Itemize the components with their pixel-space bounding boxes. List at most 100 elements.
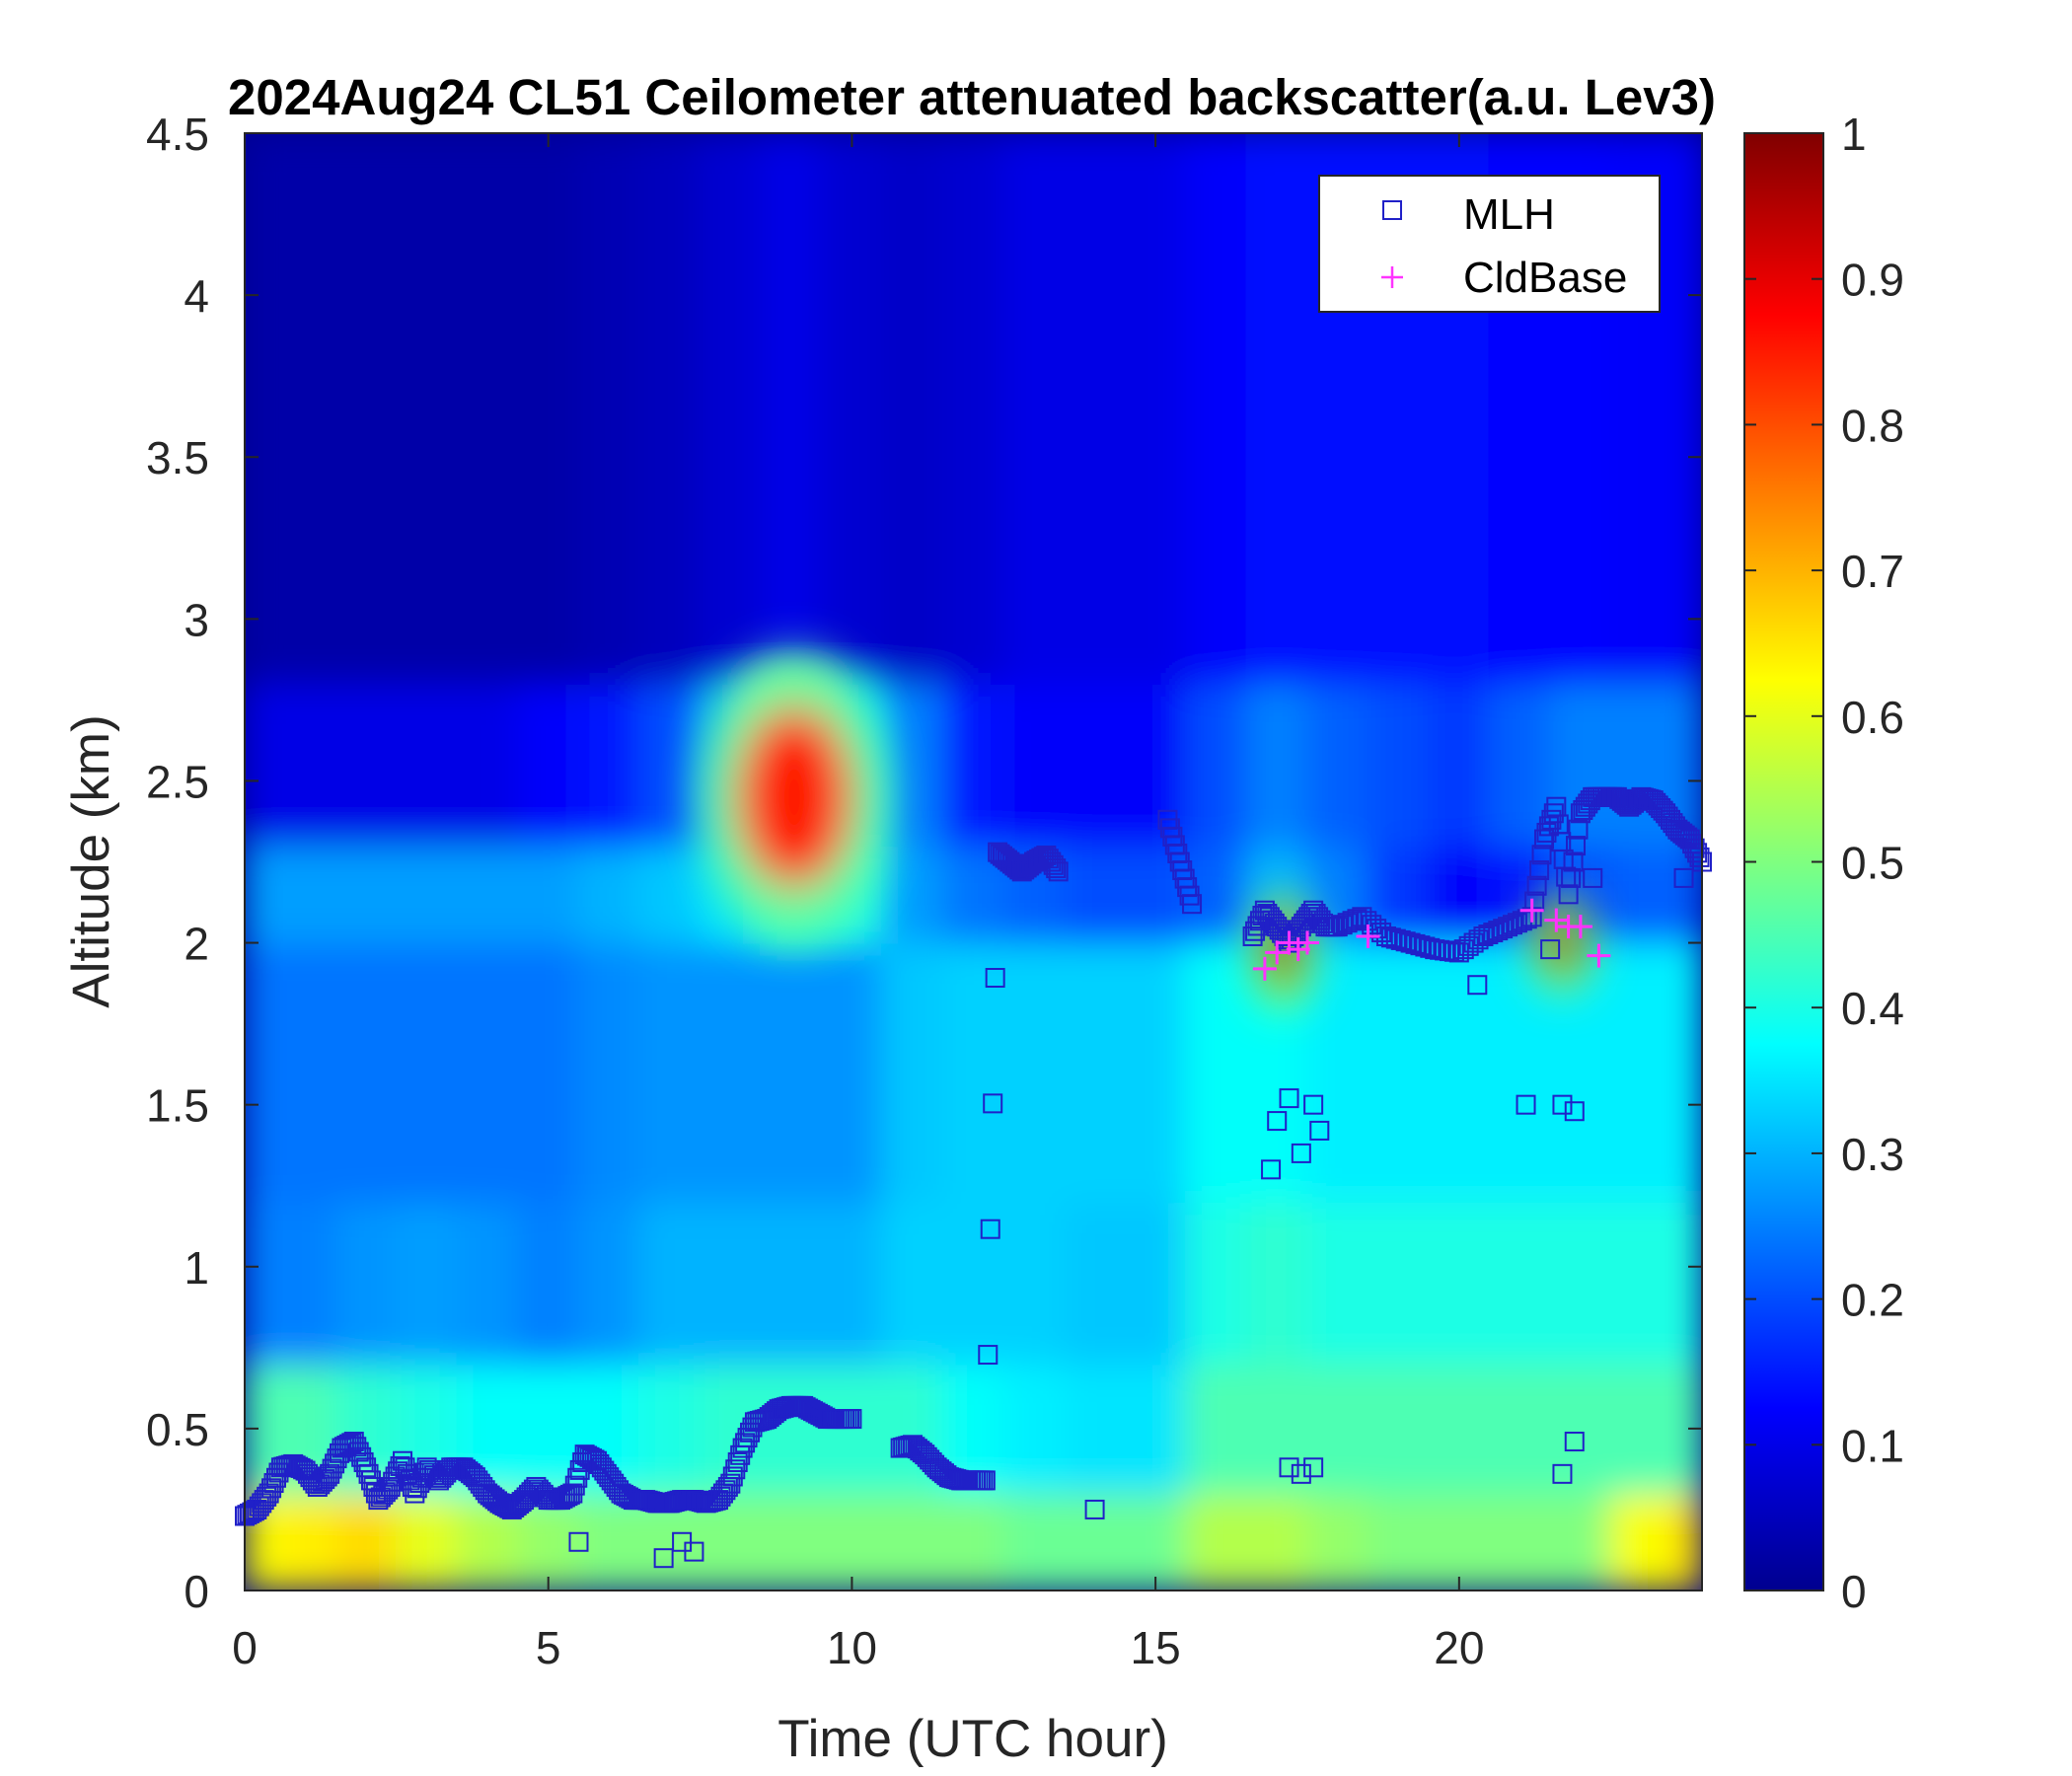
heatmap-cell — [334, 1201, 398, 1366]
mlh-point — [1543, 803, 1564, 824]
x-tick-label: 15 — [1131, 1622, 1181, 1673]
heatmap-cell — [1670, 133, 1702, 685]
heatmap-features — [700, 651, 1593, 1008]
legend-mlh-label: MLH — [1463, 190, 1555, 239]
mlh-point — [1279, 1088, 1299, 1109]
mlh-point — [653, 1548, 674, 1569]
heatmap-cell — [1063, 845, 1127, 944]
heatmap-cell — [1488, 1363, 1552, 1495]
heatmap-cell — [760, 941, 823, 1204]
heatmap-cell — [516, 845, 580, 944]
x-tick-label: 5 — [536, 1622, 561, 1673]
colorbar-tick-label: 1 — [1841, 109, 1867, 160]
heatmap-cell — [1609, 941, 1673, 1204]
cldbase-series — [1252, 898, 1611, 981]
mlh-point — [1552, 1094, 1573, 1115]
heatmap-cell — [273, 941, 337, 1204]
heatmap-cell — [456, 1201, 519, 1366]
mlh-point — [1561, 867, 1582, 888]
heatmap-cell — [245, 133, 276, 685]
heatmap-cell — [577, 682, 641, 848]
mlh-point — [568, 1531, 589, 1552]
heatmap-cell — [1367, 682, 1431, 848]
mlh-point — [1541, 809, 1562, 830]
heatmap-cell — [1184, 682, 1248, 848]
heatmap-cell — [1549, 1492, 1612, 1591]
mlh-point — [722, 1466, 743, 1487]
y-tick-label: 1.5 — [146, 1080, 209, 1132]
heatmap-cell — [577, 845, 641, 944]
mlh-point — [1583, 867, 1603, 888]
plot-frame — [244, 132, 1703, 1591]
heatmap-cell — [245, 845, 276, 944]
heatmap-cell — [273, 1492, 337, 1591]
colorbar-tick-label: 0.2 — [1841, 1275, 1904, 1326]
mlh-point — [720, 1473, 741, 1494]
heatmap-cell — [577, 941, 641, 1204]
heatmap-cell — [820, 1201, 884, 1366]
colorbar-tick-label: 0.6 — [1841, 692, 1904, 743]
heatmap-cell — [1609, 1492, 1673, 1591]
heatmap-cell — [395, 1201, 459, 1366]
mlh-point — [1267, 1111, 1288, 1132]
heatmap-cell — [638, 133, 702, 685]
colorbar: 0 0.1 0.2 0.3 0.4 0.5 0.6 0.7 0.8 0.9 1 — [1743, 109, 1904, 1617]
heatmap-cell — [577, 133, 641, 685]
heatmap-cell — [1002, 682, 1066, 848]
legend-cldbase-label: CldBase — [1463, 254, 1627, 302]
heatmap-cell — [1184, 941, 1248, 1204]
heatmap-cell — [1367, 1363, 1431, 1495]
heatmap-cell — [1184, 1363, 1248, 1495]
heatmap-cell — [1305, 1492, 1369, 1591]
colorbar-ticks: 0 0.1 0.2 0.3 0.4 0.5 0.6 0.7 0.8 0.9 1 — [1744, 109, 1904, 1617]
feature-core — [735, 705, 853, 889]
heatmap-cell — [1063, 133, 1127, 685]
mlh-point — [684, 1541, 704, 1562]
heatmap-cell — [395, 941, 459, 1204]
heatmap-cell — [1063, 1363, 1127, 1495]
y-tick-label: 2 — [184, 919, 209, 970]
mlh-point — [715, 1480, 736, 1501]
heatmap-cell — [638, 1363, 702, 1495]
heatmap-cell — [395, 682, 459, 848]
heatmap-cell — [1488, 941, 1552, 1204]
heatmap-cell — [638, 941, 702, 1204]
mlh-point — [1516, 1094, 1536, 1115]
heatmap-cell — [334, 941, 398, 1204]
mlh-point — [1540, 939, 1561, 960]
mlh-point — [346, 1437, 367, 1457]
heatmap-cell — [1002, 1363, 1066, 1495]
heatmap-cell — [1124, 133, 1187, 685]
mlh-point — [259, 1483, 279, 1504]
heatmap-cell — [1124, 941, 1187, 1204]
heatmap-cell — [699, 133, 763, 685]
heatmap-cell — [1670, 941, 1702, 1204]
heatmap-cell — [1184, 1492, 1248, 1591]
mlh-series — [235, 786, 1712, 1569]
heatmap-cell — [1124, 1492, 1187, 1591]
legend-cldbase-marker — [1381, 266, 1403, 288]
y-tick-label: 3 — [184, 594, 209, 645]
backscatter-heatmap — [245, 133, 1702, 1591]
heatmap-cell — [1063, 941, 1127, 1204]
mlh-point — [562, 1483, 583, 1504]
heatmap-cell — [1305, 1363, 1369, 1495]
mlh-point — [1046, 858, 1067, 879]
heatmap-cell — [273, 1201, 337, 1366]
heatmap-cell — [1245, 1201, 1308, 1366]
legend: MLH CldBase — [1318, 175, 1661, 313]
heatmap-cell — [456, 133, 519, 685]
heatmap-cell — [881, 682, 944, 848]
heatmap-cell — [1245, 682, 1308, 848]
heatmap-cell — [1367, 1201, 1431, 1366]
mlh-point — [564, 1475, 585, 1496]
heatmap-cell — [1002, 133, 1066, 685]
y-tick-label: 1 — [184, 1242, 209, 1294]
mlh-point — [1689, 847, 1710, 867]
mlh-point — [1531, 845, 1552, 865]
heatmap-cell — [1063, 1492, 1127, 1591]
heatmap-cell — [1124, 1201, 1187, 1366]
cldbase-point — [1587, 943, 1611, 968]
y-tick-label: 2.5 — [146, 756, 209, 807]
